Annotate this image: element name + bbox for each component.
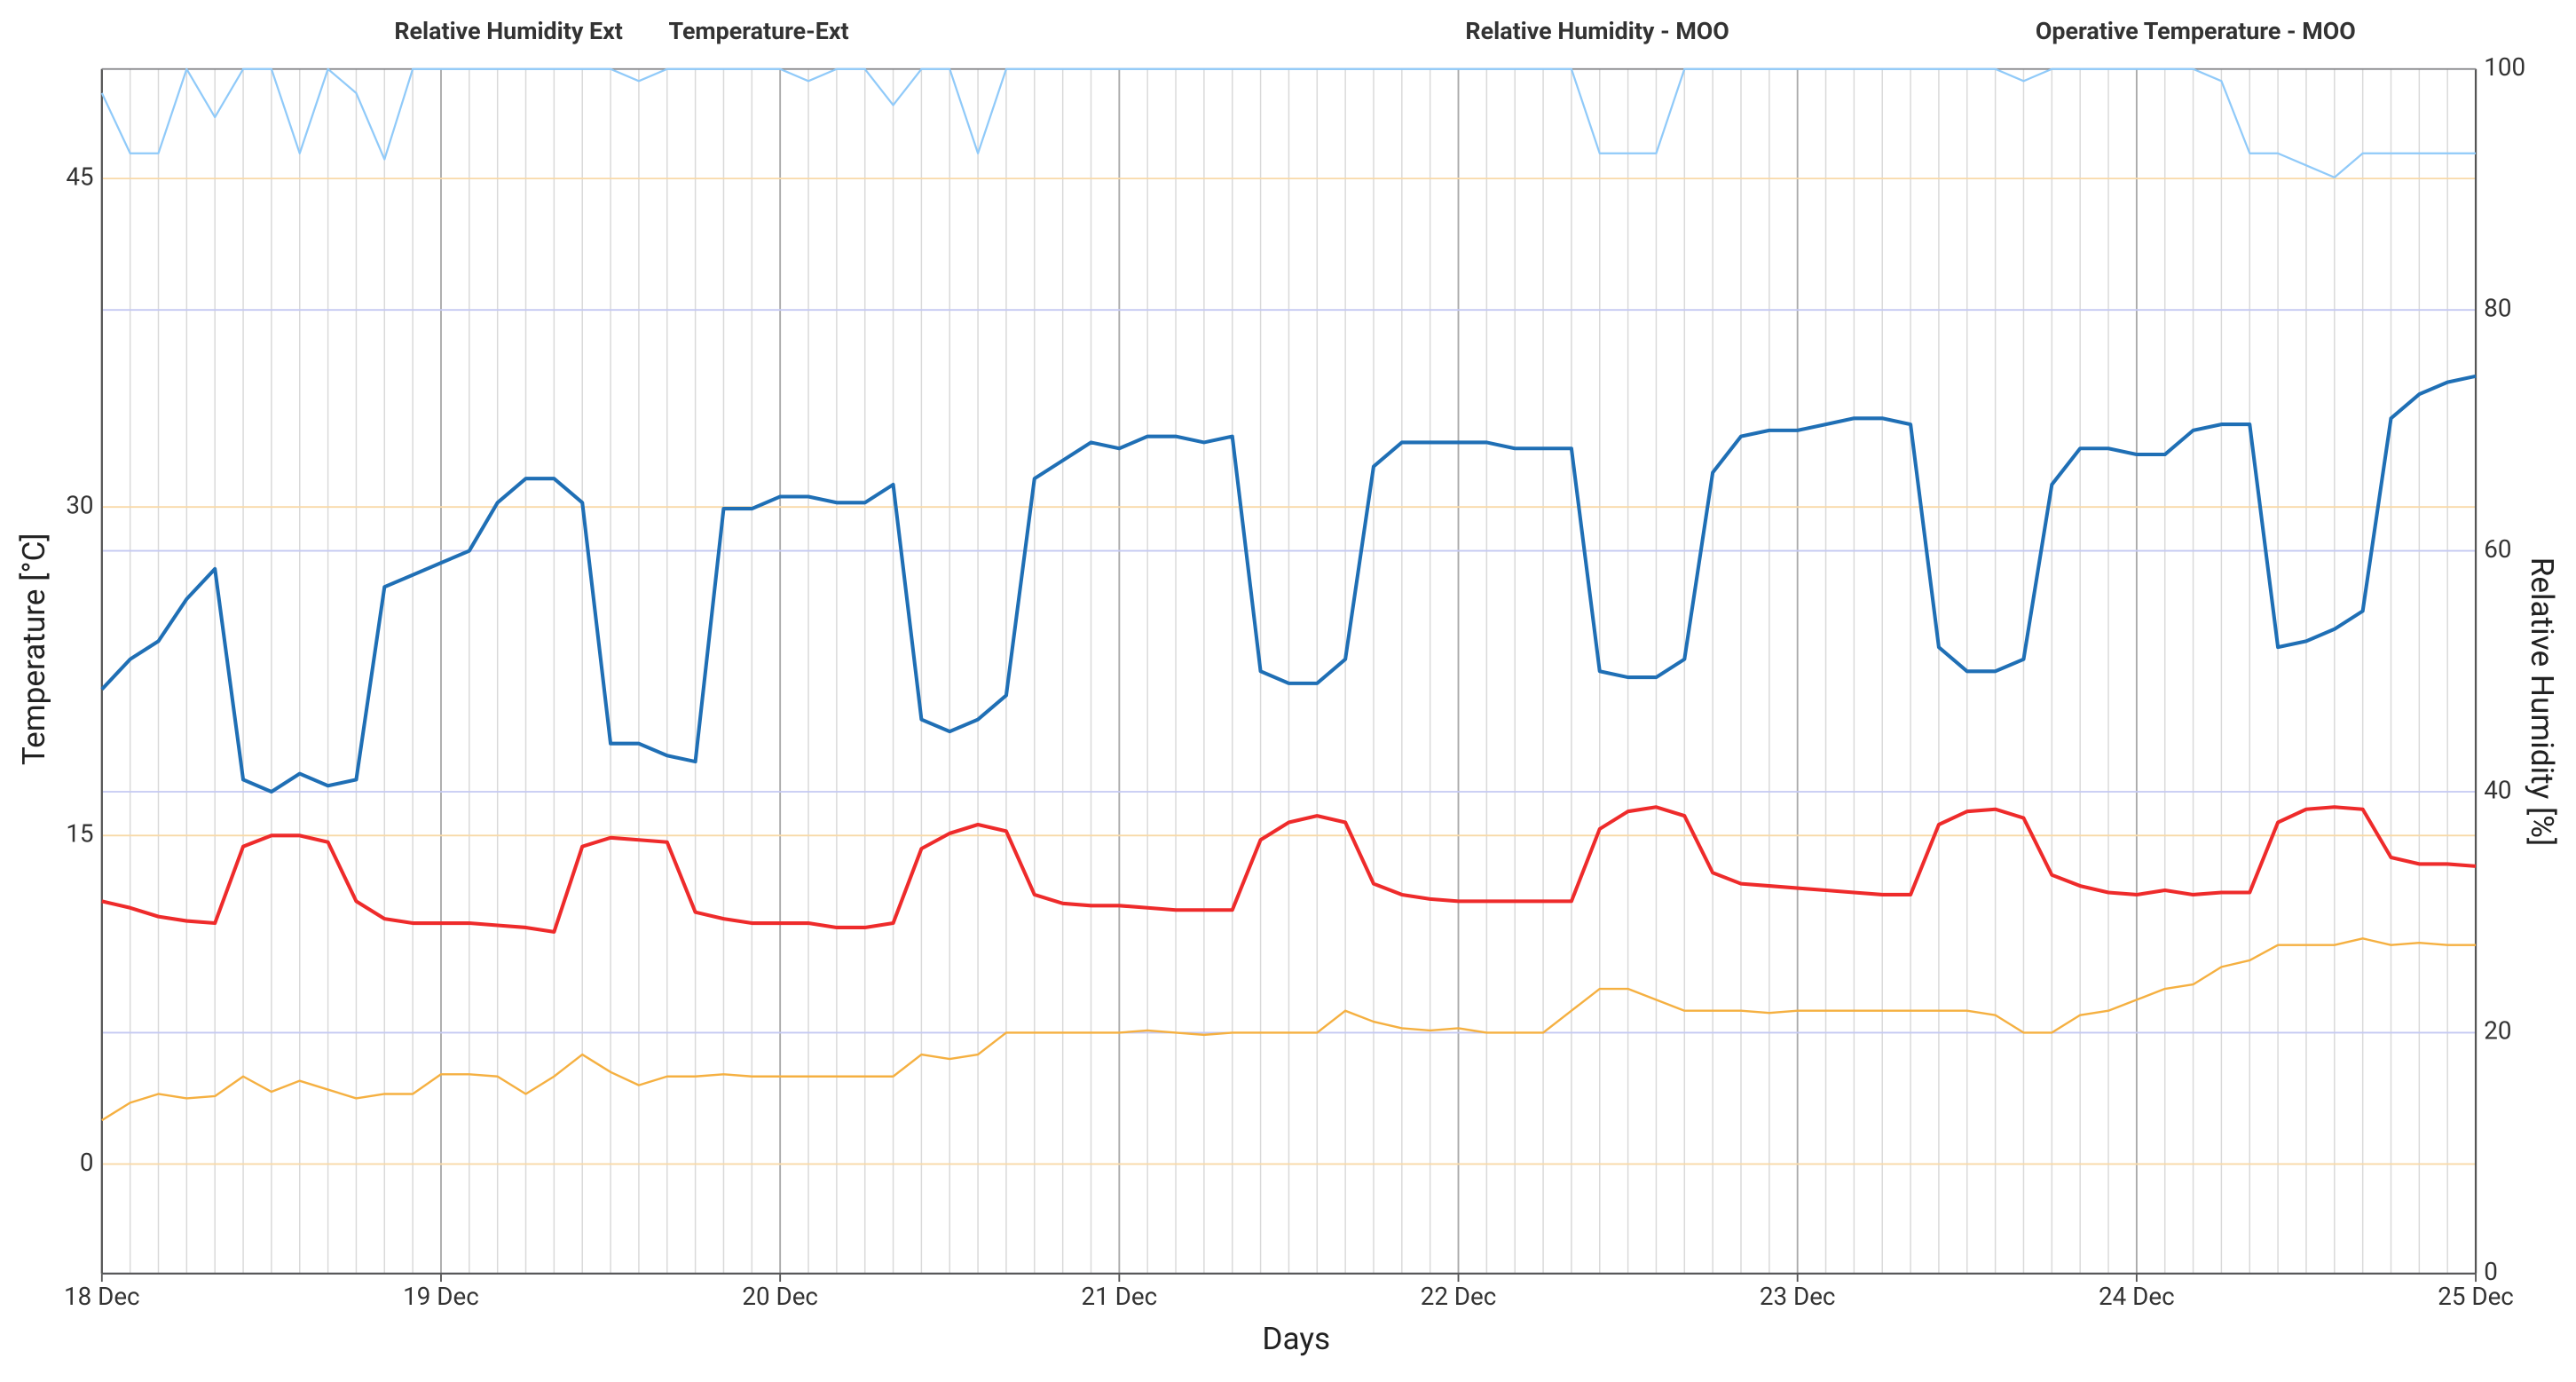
data-line xyxy=(100,374,2477,794)
x-axis-title: Days xyxy=(1262,1320,1330,1357)
y2-tick-label: 100 xyxy=(2484,52,2525,82)
data-line xyxy=(101,937,2477,1122)
y-tick-label: 0 xyxy=(80,1148,94,1177)
x-tick-label: 22 Dec xyxy=(1421,1282,1497,1311)
y2-tick-label: 20 xyxy=(2484,1016,2511,1046)
y2-tick-label: 60 xyxy=(2484,534,2511,564)
x-tick-label: 25 Dec xyxy=(2438,1282,2514,1311)
y-axis-title: Temperature [°C] xyxy=(15,533,52,765)
x-tick-label: 20 Dec xyxy=(742,1282,818,1311)
x-tick-label: 18 Dec xyxy=(64,1282,140,1311)
legend-entry: Relative Humidity - MOO xyxy=(1465,17,1729,45)
data-line xyxy=(101,805,2477,934)
x-tick-label: 21 Dec xyxy=(1082,1282,1158,1311)
y2-tick-label: 40 xyxy=(2484,775,2511,804)
legend-entry: Operative Temperature - MOO xyxy=(2036,17,2356,45)
x-tick-label: 19 Dec xyxy=(403,1282,479,1311)
x-tick-label: 24 Dec xyxy=(2099,1282,2175,1311)
y2-tick-label: 0 xyxy=(2484,1257,2498,1286)
legend-entry: Relative Humidity Ext xyxy=(394,17,622,45)
y2-tick-label: 80 xyxy=(2484,293,2511,322)
y2-axis-title: Relative Humidity [%] xyxy=(2524,557,2561,847)
y-tick-label: 15 xyxy=(66,819,93,849)
data-line xyxy=(100,67,2477,179)
legend-entry: Temperature-Ext xyxy=(669,17,849,45)
y-tick-label: 30 xyxy=(66,491,93,520)
y-tick-label: 45 xyxy=(66,162,93,191)
x-tick-label: 23 Dec xyxy=(1760,1282,1836,1311)
